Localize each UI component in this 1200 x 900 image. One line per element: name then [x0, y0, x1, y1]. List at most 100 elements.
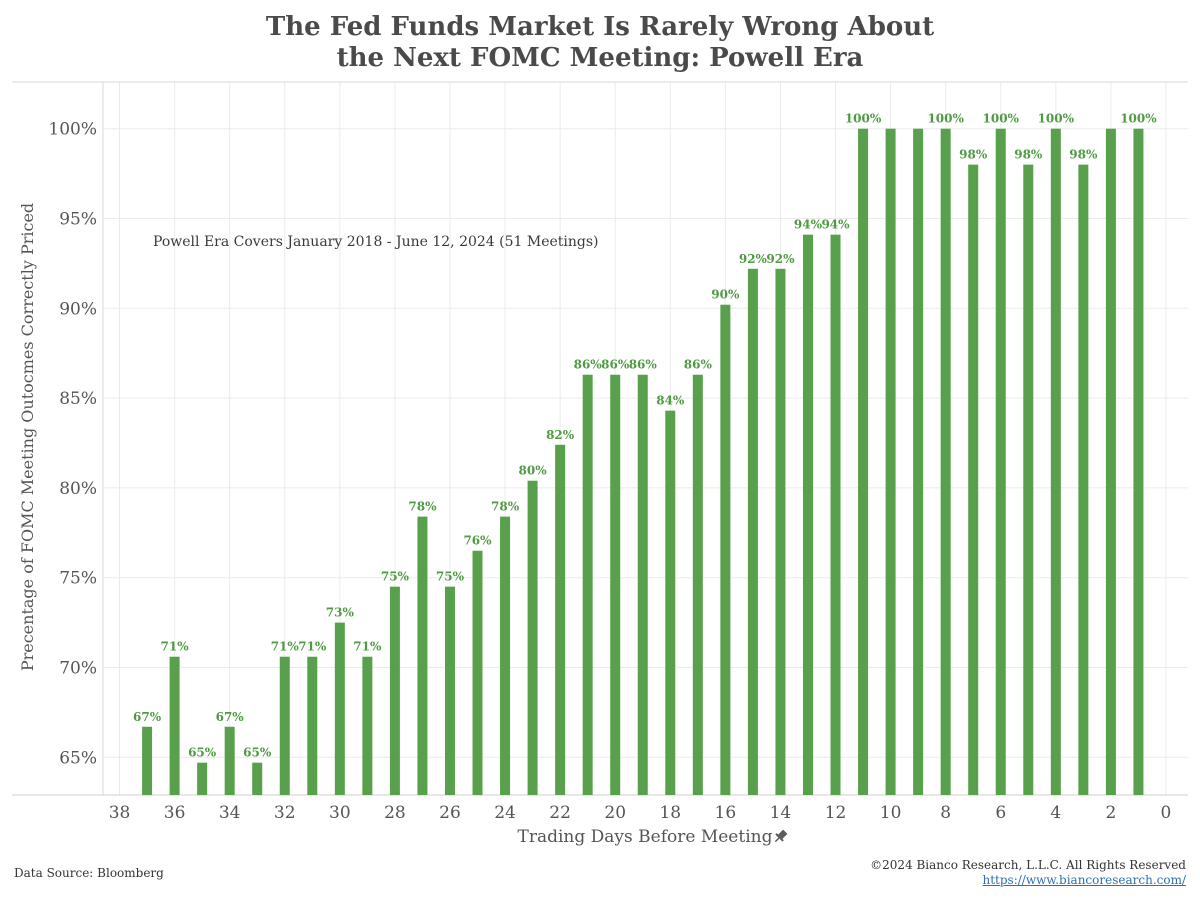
- bar: [555, 444, 566, 795]
- y-tick-label: 100%: [48, 120, 97, 140]
- x-tick-labels: 38 36 34 32 30 28 26 24 22 20 18 16 14 12 10 8 6 4 2 0: [109, 803, 1172, 823]
- bar-value-label: 71%: [161, 640, 190, 654]
- bar-value-label: 67%: [216, 710, 245, 724]
- data-labels: 67%71%65%67%65%71% 71%73%71%75%78%75%76%7…: [133, 112, 1157, 760]
- bar: [968, 164, 979, 795]
- bar-value-label: 65%: [188, 746, 217, 760]
- bar: [1023, 164, 1034, 795]
- bar-value-label: 86%: [629, 358, 658, 372]
- bar: [224, 726, 235, 795]
- bar: [142, 726, 153, 795]
- x-tick-label: 32: [274, 803, 296, 823]
- chart-title-line-2: the Next FOMC Meeting: Powell Era: [336, 43, 864, 73]
- bar: [444, 586, 455, 795]
- bar: [1078, 164, 1089, 795]
- bar: [389, 586, 400, 795]
- bar: [775, 268, 786, 795]
- x-tick-label: 12: [825, 803, 847, 823]
- bar-value-label: 75%: [436, 570, 465, 584]
- bar-value-label: 75%: [381, 570, 410, 584]
- y-tick-label: 75%: [59, 569, 97, 589]
- copyright-block: ©2024 Bianco Research, L.L.C. All Rights…: [870, 858, 1186, 888]
- pin-icon: [774, 829, 788, 843]
- bar-value-label: 94%: [794, 218, 823, 232]
- x-tick-label: 38: [109, 803, 131, 823]
- y-tick-label: 90%: [59, 299, 97, 319]
- y-tick-label: 65%: [59, 748, 97, 768]
- x-tick-label: 16: [715, 803, 737, 823]
- bar-value-label: 78%: [491, 500, 520, 514]
- bar: [720, 304, 731, 795]
- x-tick-label: 20: [604, 803, 626, 823]
- bar-value-label: 98%: [1014, 148, 1043, 162]
- x-tick-label: 36: [164, 803, 186, 823]
- bar: [665, 410, 676, 795]
- bar: [197, 762, 208, 795]
- bar: [252, 762, 263, 795]
- bar: [913, 128, 924, 796]
- x-tick-label: 30: [329, 803, 351, 823]
- x-tick-label: 14: [770, 803, 792, 823]
- bar: [692, 374, 703, 795]
- bar: [830, 234, 841, 796]
- bar-value-label: 82%: [546, 428, 575, 442]
- x-tick-label: 24: [494, 803, 516, 823]
- bar: [279, 656, 290, 795]
- bar: [610, 374, 621, 795]
- x-tick-label: 22: [549, 803, 571, 823]
- bar-value-label: 71%: [353, 640, 382, 654]
- bar-value-label: 100%: [845, 112, 882, 126]
- bar-value-label: 98%: [959, 148, 988, 162]
- bar: [307, 656, 318, 795]
- bar-value-label: 100%: [983, 112, 1020, 126]
- x-tick-label: 28: [384, 803, 406, 823]
- bar-value-label: 98%: [1069, 148, 1098, 162]
- bar: [1133, 128, 1144, 796]
- bar-value-label: 100%: [1038, 112, 1075, 126]
- bar: [747, 268, 758, 795]
- y-tick-label: 70%: [59, 658, 97, 678]
- bar-value-label: 71%: [298, 640, 327, 654]
- website-link[interactable]: https://www.biancoresearch.com/: [982, 873, 1186, 887]
- bar-value-label: 84%: [656, 394, 685, 408]
- bar: [1050, 128, 1061, 796]
- bar: [885, 128, 896, 796]
- bar: [1105, 128, 1116, 796]
- bar-value-label: 67%: [133, 710, 162, 724]
- chart-title-line-1: The Fed Funds Market Is Rarely Wrong Abo…: [265, 12, 935, 42]
- bar: [858, 128, 869, 796]
- bar: [500, 516, 511, 795]
- bar-value-label: 80%: [519, 464, 548, 478]
- bar: [802, 234, 813, 796]
- bar-value-label: 90%: [711, 288, 740, 302]
- bar: [417, 516, 428, 795]
- x-axis-label: Trading Days Before Meeting: [518, 827, 773, 847]
- y-tick-label: 80%: [59, 479, 97, 499]
- chart-title: The Fed Funds Market Is Rarely Wrong Abo…: [0, 12, 1200, 74]
- y-tick-label: 85%: [59, 389, 97, 409]
- bar-value-label: 86%: [684, 358, 713, 372]
- bar-value-label: 86%: [601, 358, 630, 372]
- bar-value-label: 86%: [574, 358, 603, 372]
- y-axis-label: Precentage of FOMC Meeting Outocmes Corr…: [18, 203, 37, 671]
- bar: [940, 128, 951, 796]
- y-tick-label: 95%: [59, 209, 97, 229]
- bar-value-label: 76%: [463, 534, 492, 548]
- bar-value-label: 65%: [243, 746, 272, 760]
- bar: [995, 128, 1006, 796]
- x-tick-label: 10: [880, 803, 902, 823]
- x-tick-label: 8: [940, 803, 951, 823]
- bar-value-label: 100%: [927, 112, 964, 126]
- bar-value-label: 100%: [1120, 112, 1157, 126]
- x-tick-label: 6: [995, 803, 1006, 823]
- x-tick-label: 34: [219, 803, 241, 823]
- copyright-text: ©2024 Bianco Research, L.L.C. All Rights…: [870, 858, 1186, 872]
- bar-value-label: 73%: [326, 606, 355, 620]
- bar-value-label: 78%: [408, 500, 437, 514]
- bar: [527, 480, 538, 795]
- bar-value-label: 71%: [271, 640, 300, 654]
- x-tick-label: 0: [1161, 803, 1172, 823]
- bar: [362, 656, 373, 795]
- bar-value-label: 94%: [821, 218, 850, 232]
